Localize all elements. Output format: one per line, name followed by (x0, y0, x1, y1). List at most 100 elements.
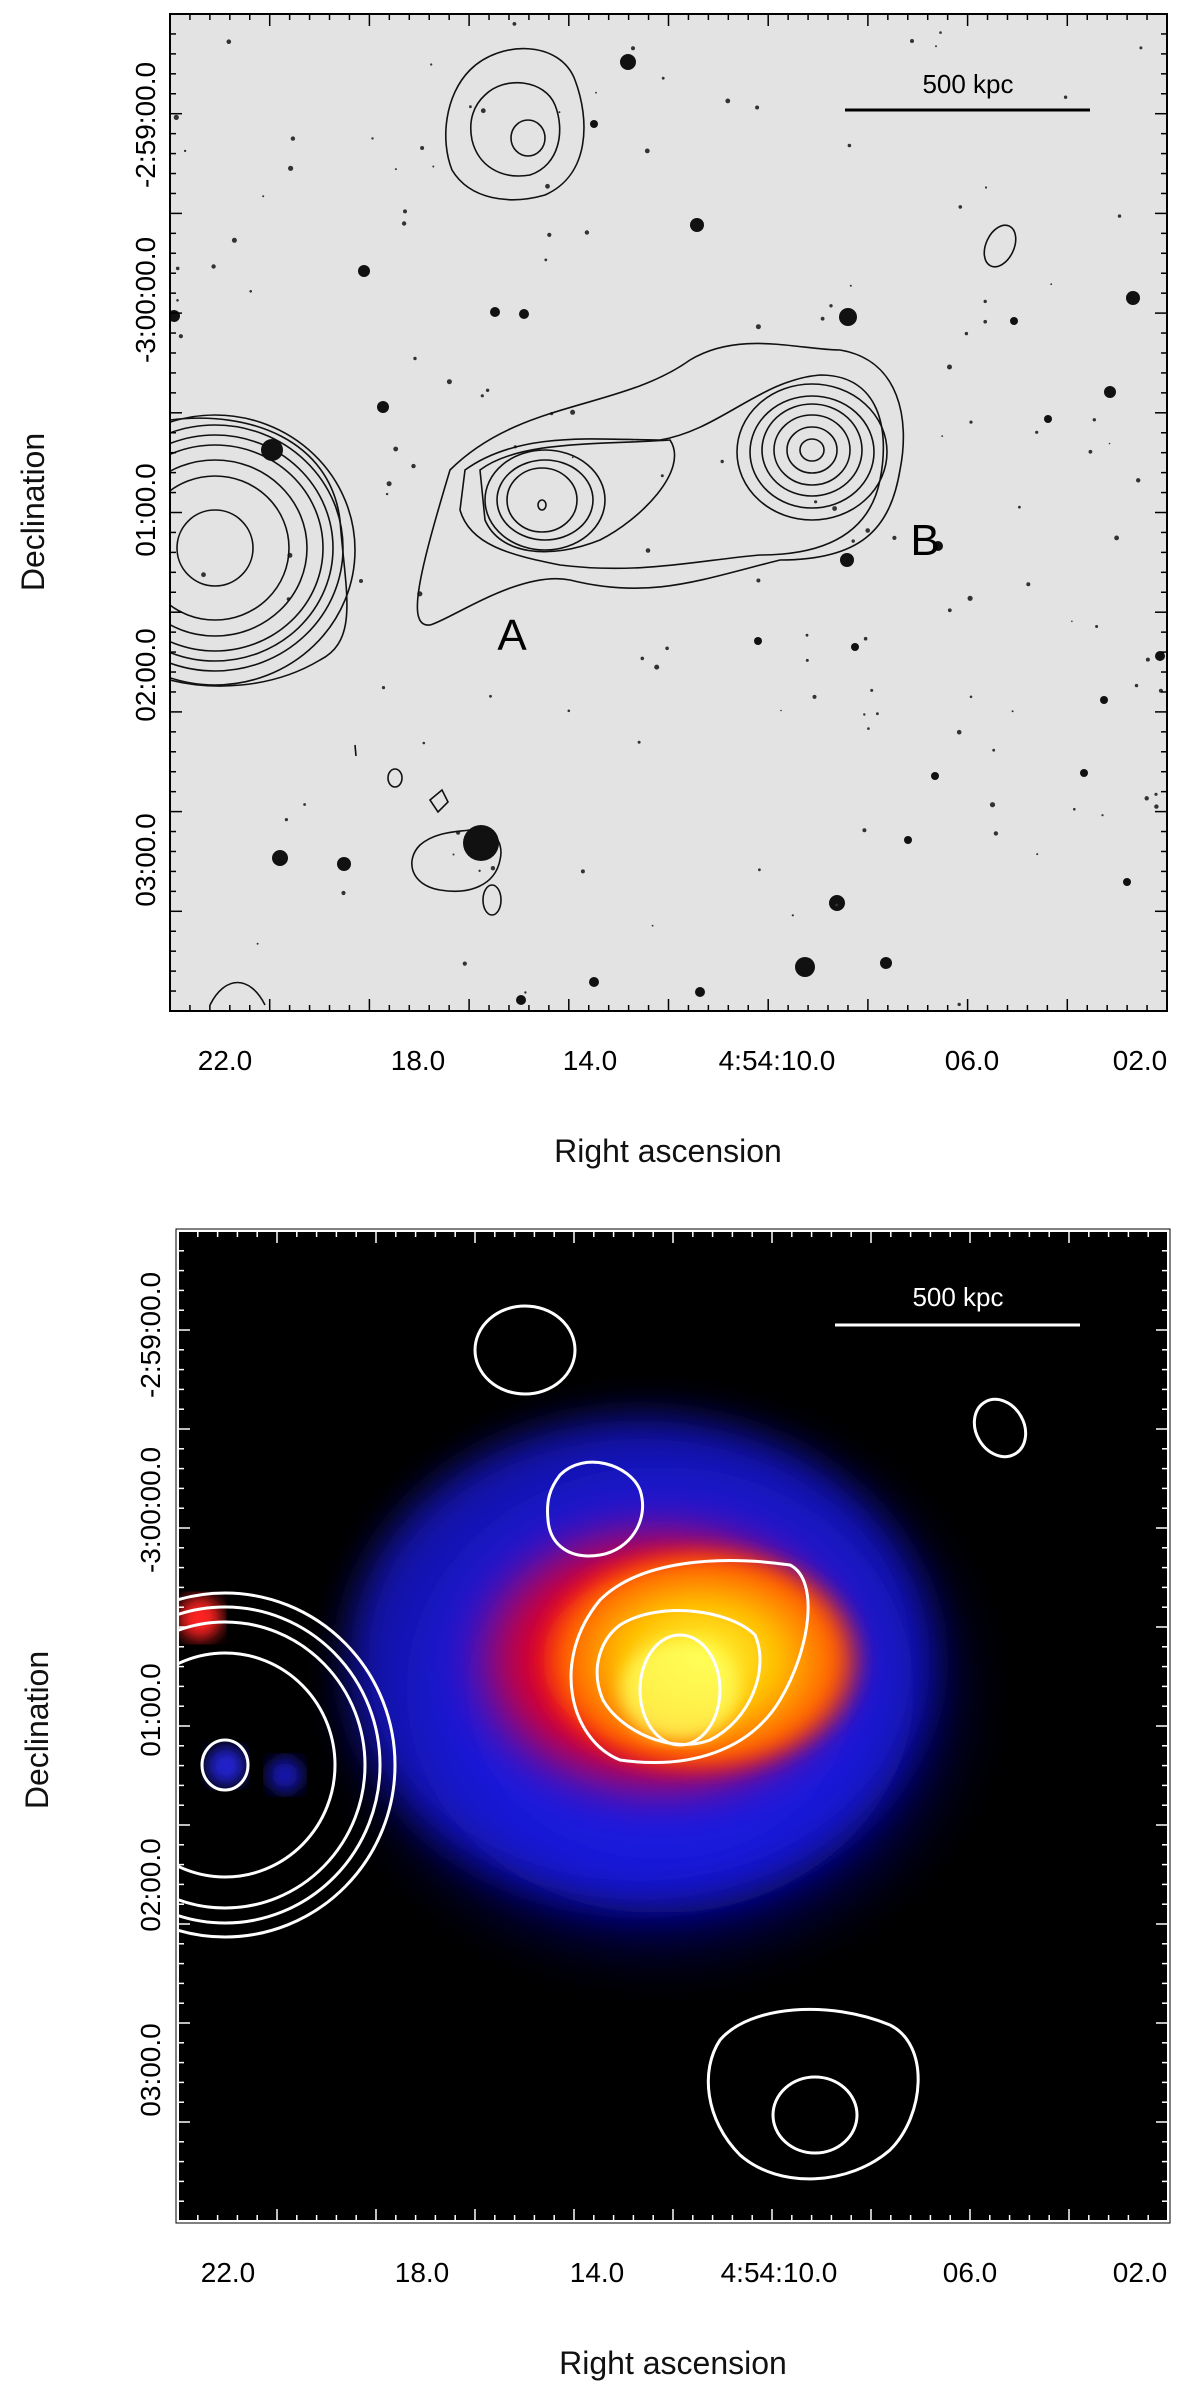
faint-star (644, 148, 650, 154)
source-label-a: A (497, 611, 527, 660)
x-tick-label: 14.0 (570, 2257, 625, 2288)
faint-star (512, 22, 517, 26)
faint-star (660, 474, 664, 478)
faint-star (640, 656, 645, 661)
field-star (519, 309, 529, 319)
faint-star (1139, 46, 1143, 50)
faint-star (1035, 430, 1039, 434)
faint-star (446, 379, 452, 385)
x-tick-label: 18.0 (391, 1045, 446, 1076)
faint-star (851, 539, 855, 543)
source-label-b: B (910, 516, 939, 565)
faint-star (876, 712, 879, 716)
field-star (1123, 878, 1131, 886)
faint-star (935, 45, 937, 48)
faint-star (545, 183, 550, 189)
faint-star (1071, 620, 1073, 623)
y-tick-label: -3:00:00.0 (130, 237, 161, 363)
faint-star (175, 266, 180, 271)
faint-star (284, 818, 288, 822)
field-star (377, 401, 389, 413)
y-tick-label: 01:00.0 (135, 1663, 166, 1756)
x-tick-label: 18.0 (395, 2257, 450, 2288)
optical-scalebar-label: 500 kpc (922, 69, 1013, 99)
faint-star (249, 290, 252, 293)
faint-star (791, 914, 794, 917)
field-star (620, 54, 636, 70)
faint-star (1145, 657, 1150, 662)
faint-star (992, 748, 996, 752)
faint-star (1026, 582, 1031, 587)
faint-star (892, 535, 897, 541)
field-star (1080, 769, 1088, 777)
faint-star (835, 903, 838, 907)
faint-star (394, 168, 397, 171)
faint-star (863, 636, 868, 641)
faint-star (993, 831, 999, 836)
faint-star (462, 961, 467, 966)
faint-star (863, 713, 866, 716)
y-tick-label: -2:59:00.0 (135, 1272, 166, 1398)
field-star (1044, 415, 1052, 423)
field-star (1126, 291, 1140, 305)
x-tick-label: 22.0 (198, 1045, 253, 1076)
faint-star (211, 264, 216, 269)
faint-star (469, 105, 472, 109)
field-star (829, 895, 845, 911)
faint-star (805, 633, 809, 637)
faint-star (947, 608, 952, 613)
faint-star (645, 548, 651, 553)
field-star (1010, 317, 1018, 325)
faint-star (485, 388, 490, 392)
faint-star (1088, 449, 1093, 454)
faint-star (584, 230, 590, 235)
radio-contours (170, 47, 1017, 1006)
y-tick-label: 03:00.0 (130, 813, 161, 906)
faint-star (411, 463, 416, 469)
faint-star (780, 709, 782, 712)
faint-star (420, 146, 425, 150)
optical-background (170, 14, 1167, 1011)
faint-star (231, 237, 237, 243)
faint-star (359, 579, 363, 583)
faint-star (947, 364, 952, 370)
faint-star (957, 1002, 961, 1007)
faint-star (1108, 442, 1111, 445)
faint-star (983, 319, 987, 324)
faint-star (651, 924, 654, 927)
field-star (1104, 386, 1116, 398)
faint-star (256, 942, 259, 945)
faint-star (1011, 710, 1014, 713)
faint-star (173, 114, 179, 120)
field-star (1155, 651, 1165, 661)
faint-star (637, 740, 641, 744)
faint-star (1092, 418, 1097, 422)
xray-panel: 500 kpc 22.0 18.0 14.0 4:54:10.0 06.0 02… (19, 1228, 1171, 2381)
faint-star (958, 205, 963, 209)
faint-star (1154, 792, 1158, 796)
field-star (272, 850, 288, 866)
faint-star (1036, 853, 1039, 856)
faint-star (758, 868, 761, 872)
faint-star (288, 165, 294, 171)
optical-tick-marks (169, 13, 1168, 1012)
field-star (754, 637, 762, 645)
faint-star (654, 664, 660, 670)
y-tick-label: 02:00.0 (130, 628, 161, 721)
faint-star (371, 137, 374, 140)
faint-star (964, 331, 969, 336)
field-star (337, 857, 351, 871)
radio-contours-xray (178, 1304, 1028, 2181)
xray-emission (178, 1390, 1000, 1990)
faint-star (595, 91, 597, 94)
xray-tick-marks (177, 1230, 1169, 2222)
faint-star (262, 195, 265, 198)
field-star (516, 995, 526, 1005)
field-star (690, 218, 704, 232)
field-star (851, 643, 859, 651)
faint-star (544, 258, 548, 262)
faint-star (720, 459, 724, 464)
y-tick-label: -2:59:00.0 (130, 62, 161, 188)
field-star (795, 957, 815, 977)
